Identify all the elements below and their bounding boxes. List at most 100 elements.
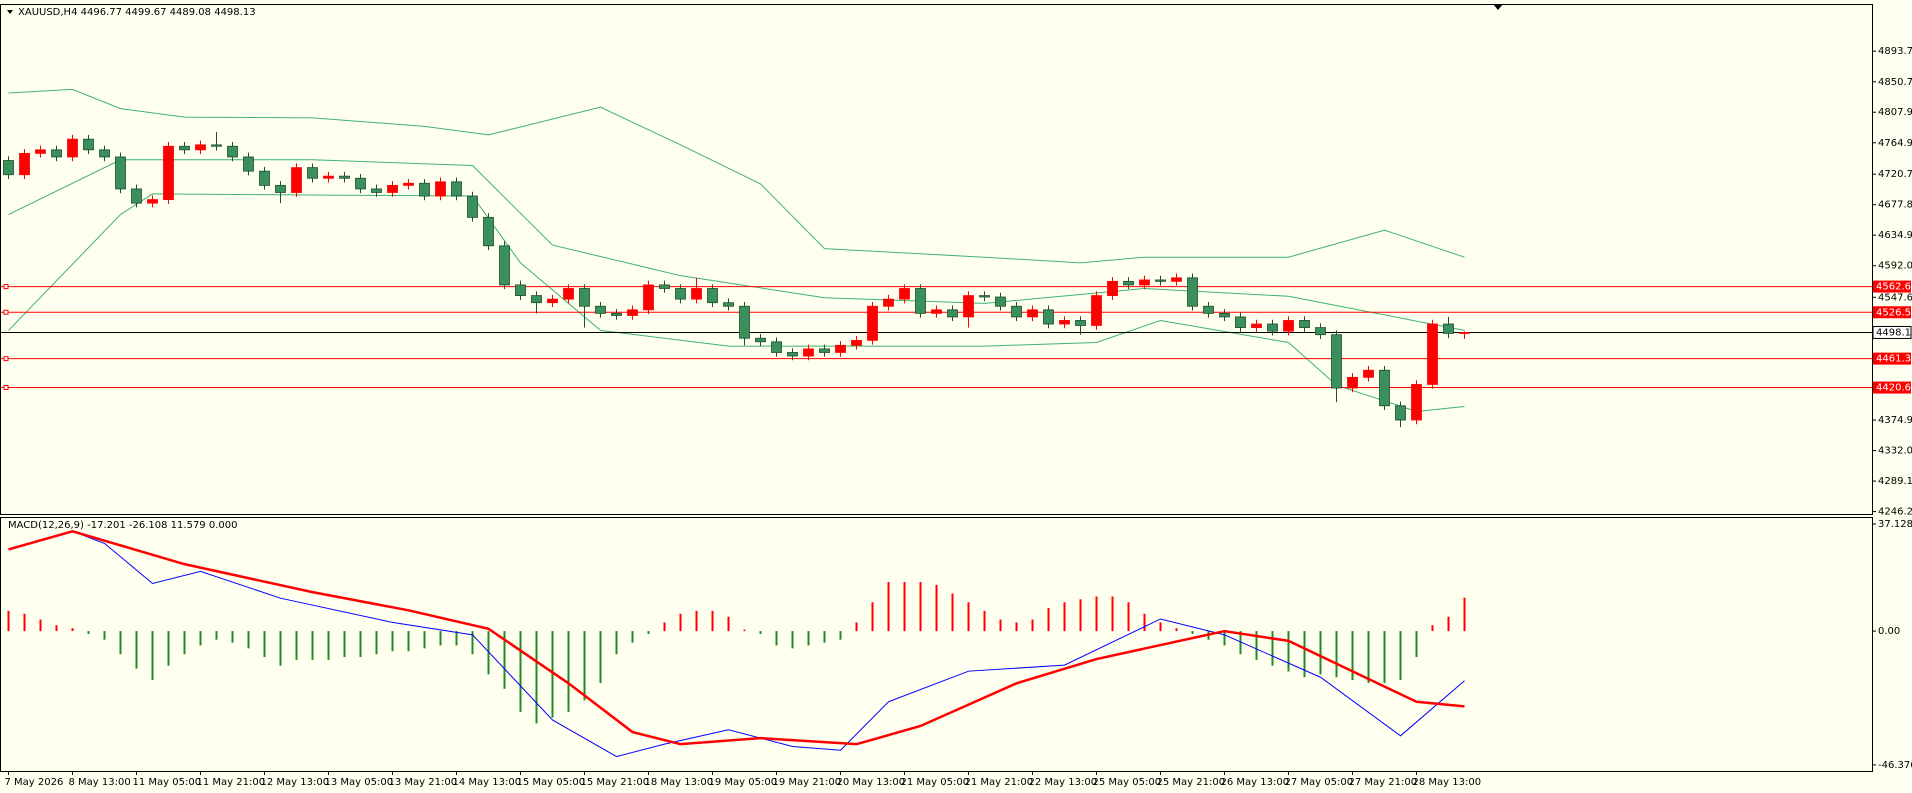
candle-body (1123, 280, 1134, 286)
y2-tick-label: -46.376 (1878, 760, 1912, 771)
x-tick-label: 19 May 05:00 (709, 777, 778, 788)
candle-body (35, 149, 46, 154)
y-tick-label: 4850.70 (1878, 77, 1912, 88)
candle-body (1379, 369, 1390, 407)
candle-body (835, 344, 846, 353)
candle-body (1139, 279, 1150, 286)
candle-body (371, 188, 382, 193)
candle-body (1219, 312, 1230, 318)
candle-body (51, 149, 62, 158)
candle-body (947, 309, 958, 318)
x-tick-label: 25 May 21:00 (1157, 777, 1226, 788)
candle-body (979, 295, 990, 298)
candle-body (563, 288, 574, 300)
candle-body (899, 288, 910, 300)
candle-body (387, 184, 398, 193)
x-tick-label: 13 May 05:00 (325, 777, 394, 788)
macd-line (8, 530, 1465, 758)
candle-body (1155, 279, 1166, 282)
candle-body (1171, 277, 1182, 282)
macd-header: MACD(12,26,9) -17.201 -26.108 11.579 0.0… (8, 520, 237, 531)
y2-tick-label: 0.00 (1878, 626, 1900, 637)
candle-body (195, 144, 206, 151)
y-tick-label: 4547.60 (1878, 292, 1912, 303)
candle-body (1363, 369, 1374, 378)
candle-body (1203, 305, 1214, 314)
candle-body (307, 167, 318, 179)
candle-body (643, 284, 654, 311)
candle-body (323, 175, 334, 179)
candle-body (803, 348, 814, 357)
candle-body (1395, 405, 1406, 421)
y-tick-label: 4374.90 (1878, 415, 1912, 426)
candle-body (851, 339, 862, 346)
level-label: 4562.68 (1876, 282, 1912, 293)
candle-body (819, 348, 830, 353)
candle-body (1251, 323, 1262, 328)
candle-body (659, 284, 670, 289)
candle-body (963, 295, 974, 318)
level-handle (3, 309, 9, 315)
x-tick-label: 27 May 21:00 (1349, 777, 1418, 788)
candle-body (115, 156, 126, 190)
y-tick-label: 4592.00 (1878, 261, 1912, 272)
candle-body (1011, 305, 1022, 318)
candle-body (707, 288, 718, 304)
candle-body (67, 138, 78, 158)
candle-body (1107, 280, 1118, 296)
y-tick-label: 4677.80 (1878, 200, 1912, 211)
x-tick-label: 20 May 13:00 (837, 777, 906, 788)
candle-body (755, 337, 766, 343)
y-tick-label: 4332.00 (1878, 446, 1912, 457)
y-tick-label: 4720.70 (1878, 169, 1912, 180)
y-tick-label: 4807.90 (1878, 107, 1912, 118)
candle-body (483, 216, 494, 247)
level-label: 4420.65 (1876, 383, 1912, 394)
candle-body (883, 298, 894, 307)
candle-body (1075, 320, 1086, 326)
candle-body (211, 144, 222, 147)
level-handle (3, 385, 9, 391)
candle-body (739, 305, 750, 339)
macd-panel (0, 517, 1873, 772)
candle-body (1299, 320, 1310, 328)
candle-body (419, 182, 430, 197)
candle-body (915, 288, 926, 314)
candle-body (1059, 320, 1070, 325)
candle-body (227, 145, 238, 158)
candle-body (339, 175, 350, 179)
level-handle (3, 284, 9, 290)
candle-body (83, 138, 94, 151)
candle-body (1267, 323, 1278, 332)
candle-body (723, 302, 734, 307)
x-tick-label: 8 May 13:00 (69, 777, 131, 788)
candle-body (1331, 334, 1342, 389)
candle-body (1443, 323, 1454, 334)
current-price-label: 4498.13 (1876, 327, 1912, 338)
y-tick-label: 4634.90 (1878, 230, 1912, 241)
candle-body (1283, 320, 1294, 332)
candle-body (1235, 316, 1246, 328)
candle-body (451, 181, 462, 197)
candle-body (595, 305, 606, 314)
candle-body (1427, 323, 1438, 385)
candle-body (163, 145, 174, 200)
candle-body (275, 184, 286, 193)
candle-body (1347, 376, 1358, 389)
candle-body (1091, 295, 1102, 326)
x-tick-label: 15 May 05:00 (517, 777, 586, 788)
candle-body (99, 149, 110, 158)
candle-body (147, 199, 158, 204)
candle-body (579, 288, 590, 307)
candle-body (499, 245, 510, 286)
x-tick-label: 14 May 13:00 (453, 777, 522, 788)
candle-body (515, 284, 526, 296)
x-tick-label: 13 May 21:00 (389, 777, 458, 788)
x-tick-label: 27 May 05:00 (1285, 777, 1354, 788)
y-tick-label: 4764.90 (1878, 138, 1912, 149)
menu-arrow[interactable] (7, 10, 13, 14)
candle-body (1459, 332, 1470, 334)
